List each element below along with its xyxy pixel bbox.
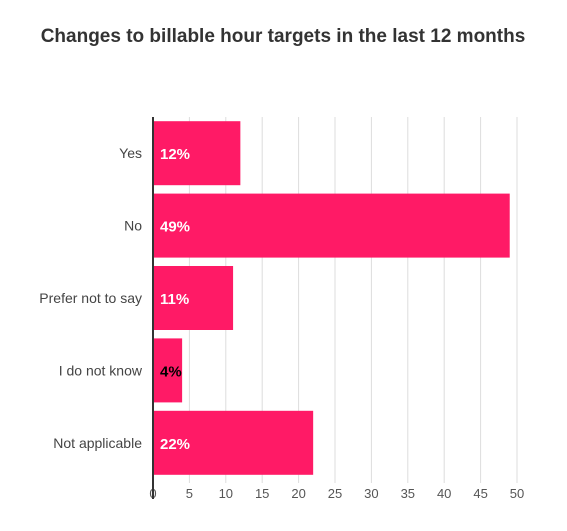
x-tick-label: 20 bbox=[291, 486, 305, 501]
bar bbox=[153, 338, 183, 403]
x-tick-label: 5 bbox=[186, 486, 193, 501]
data-label: 49% bbox=[160, 219, 190, 236]
x-tick-label: 40 bbox=[437, 486, 451, 501]
bar bbox=[153, 121, 241, 186]
category-label: I do not know bbox=[59, 362, 143, 378]
bar bbox=[153, 193, 510, 258]
x-tick-label: 45 bbox=[473, 486, 487, 501]
data-label: 11% bbox=[160, 291, 189, 308]
bar bbox=[153, 266, 234, 330]
x-tick-label: 35 bbox=[401, 486, 415, 501]
x-tick-label: 10 bbox=[219, 486, 233, 501]
x-axis-ticks: 05101520253035404550 bbox=[149, 486, 524, 501]
data-label: 12% bbox=[160, 146, 190, 163]
category-labels: Yes No Prefer not to say I do not know Not a… bbox=[39, 145, 143, 451]
bars bbox=[153, 121, 510, 475]
bar bbox=[153, 410, 314, 475]
category-label: Yes bbox=[119, 145, 142, 161]
data-labels: 12% 49% 11% 4% 22% bbox=[160, 146, 190, 453]
data-label: 22% bbox=[160, 436, 190, 453]
x-tick-label: 25 bbox=[328, 486, 342, 501]
category-label: No bbox=[124, 218, 142, 234]
chart-title: Changes to billable hour targets in the … bbox=[41, 26, 526, 47]
x-tick-label: 15 bbox=[255, 486, 269, 501]
x-tick-label: 30 bbox=[364, 486, 378, 501]
data-label: 4% bbox=[160, 363, 182, 380]
category-label: Not applicable bbox=[53, 435, 142, 451]
x-tick-label: 50 bbox=[510, 486, 524, 501]
category-label: Prefer not to say bbox=[39, 290, 142, 306]
